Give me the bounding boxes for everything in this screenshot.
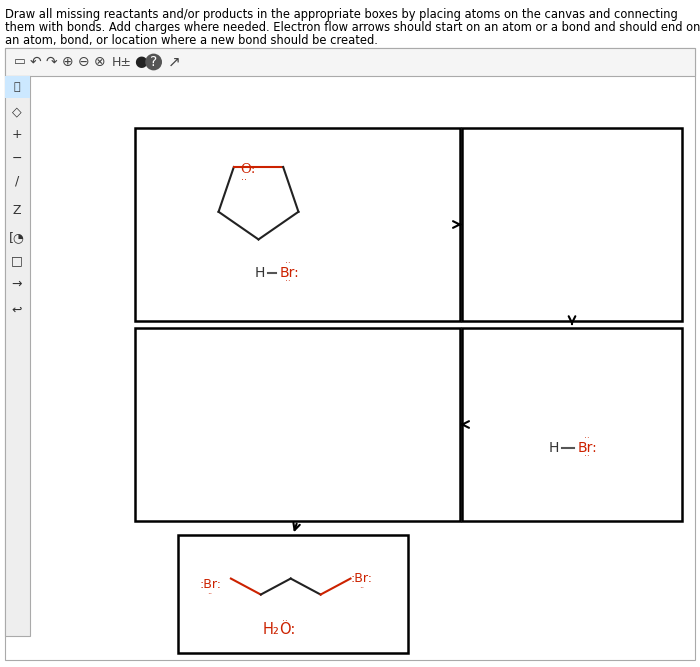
Text: ··: ·· bbox=[286, 259, 291, 268]
Text: ↩: ↩ bbox=[12, 303, 22, 317]
Text: ◇: ◇ bbox=[12, 105, 22, 119]
Bar bbox=[5, 48, 695, 76]
Text: ↗: ↗ bbox=[168, 55, 181, 69]
Text: :Br:: :Br: bbox=[199, 578, 221, 591]
Text: ⊖: ⊖ bbox=[78, 55, 90, 69]
Text: □: □ bbox=[11, 255, 23, 267]
Text: Z: Z bbox=[13, 203, 21, 217]
Text: ··: ·· bbox=[241, 175, 247, 185]
Text: H₂: H₂ bbox=[262, 622, 279, 637]
Text: ⤳: ⤳ bbox=[14, 82, 20, 92]
Text: O:: O: bbox=[279, 622, 295, 637]
Text: ··: ·· bbox=[286, 277, 291, 286]
Bar bbox=[135, 328, 460, 521]
Text: H: H bbox=[254, 265, 265, 279]
Bar bbox=[135, 128, 460, 321]
Text: [◔: [◔ bbox=[9, 231, 25, 245]
Text: ⊕: ⊕ bbox=[62, 55, 74, 69]
Text: ··: ·· bbox=[584, 452, 589, 461]
Text: ··: ·· bbox=[282, 617, 288, 626]
Text: :Br:: :Br: bbox=[351, 572, 373, 585]
Bar bbox=[462, 128, 682, 321]
Text: −: − bbox=[12, 151, 22, 165]
Bar bbox=[462, 328, 682, 521]
Text: H: H bbox=[549, 441, 559, 455]
Bar bbox=[178, 535, 408, 653]
Text: Br:: Br: bbox=[279, 265, 300, 279]
Text: H±: H± bbox=[112, 55, 132, 69]
Text: Draw all missing reactants and/or products in the appropriate boxes by placing a: Draw all missing reactants and/or produc… bbox=[5, 8, 678, 21]
Text: ··: ·· bbox=[584, 434, 589, 443]
Bar bbox=[5, 76, 30, 636]
Text: ↶: ↶ bbox=[30, 55, 41, 69]
Text: ?: ? bbox=[150, 55, 158, 69]
Text: ··: ·· bbox=[359, 584, 365, 593]
Text: an atom, bond, or location where a new bond should be created.: an atom, bond, or location where a new b… bbox=[5, 34, 378, 47]
Text: ⊗: ⊗ bbox=[94, 55, 106, 69]
Text: ··: ·· bbox=[208, 590, 213, 599]
Text: +: + bbox=[12, 129, 22, 141]
Text: /: / bbox=[15, 175, 19, 187]
Text: them with bonds. Add charges where needed. Electron flow arrows should start on : them with bonds. Add charges where neede… bbox=[5, 21, 700, 34]
Bar bbox=[5, 76, 30, 98]
Text: ●: ● bbox=[134, 55, 147, 69]
Text: Br:: Br: bbox=[578, 441, 598, 455]
Text: O:: O: bbox=[240, 163, 256, 175]
Text: ↷: ↷ bbox=[46, 55, 57, 69]
Text: →: → bbox=[12, 277, 22, 291]
Text: ▭: ▭ bbox=[14, 55, 26, 69]
